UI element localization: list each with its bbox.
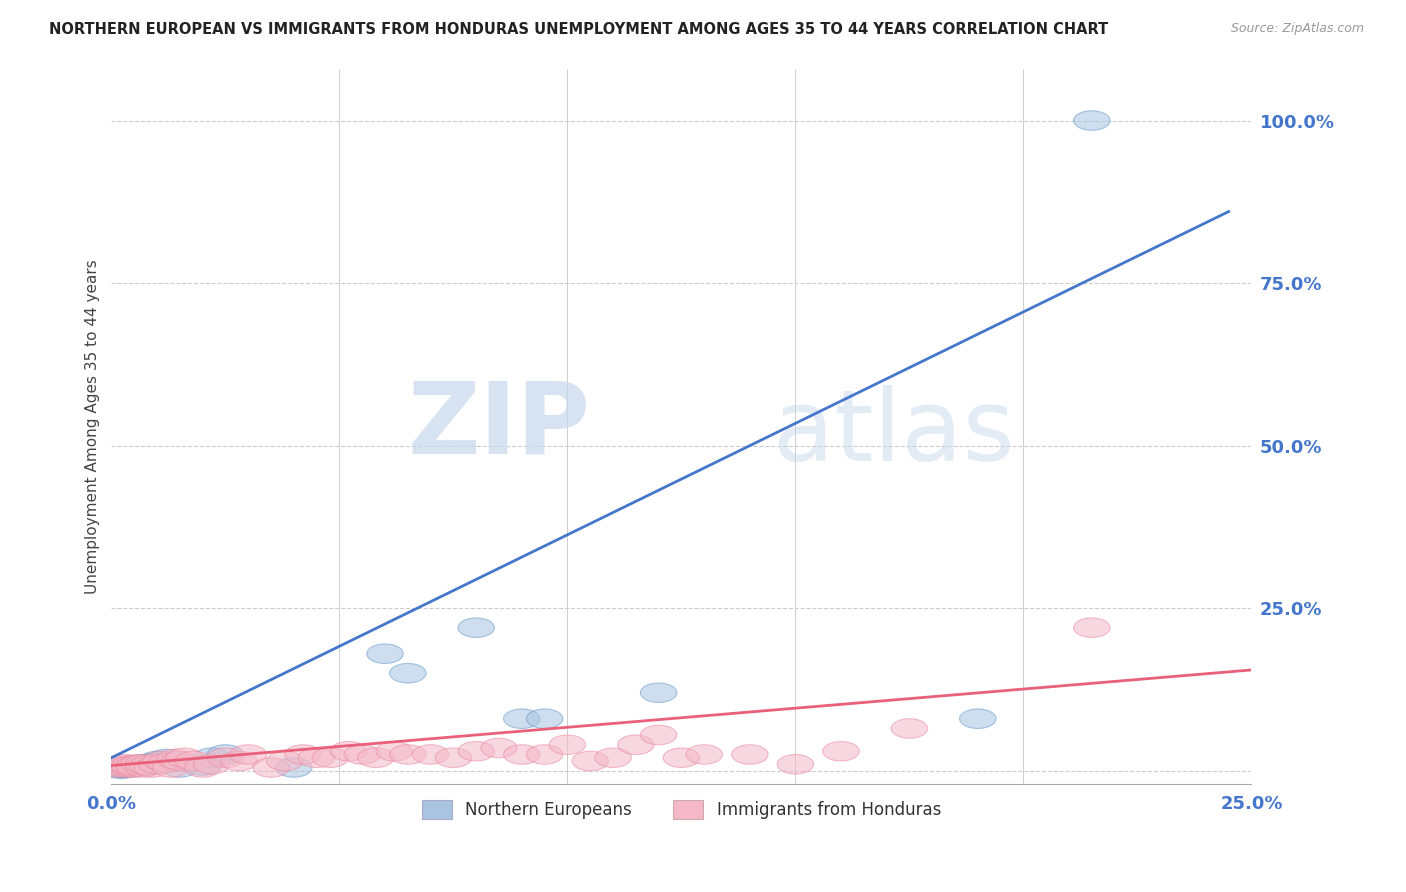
Ellipse shape — [134, 757, 170, 777]
Ellipse shape — [253, 757, 290, 777]
Ellipse shape — [125, 755, 162, 774]
Ellipse shape — [412, 745, 449, 764]
Ellipse shape — [129, 756, 166, 775]
Ellipse shape — [640, 683, 676, 703]
Ellipse shape — [221, 751, 257, 771]
Ellipse shape — [115, 756, 152, 775]
Ellipse shape — [107, 755, 143, 774]
Ellipse shape — [550, 735, 586, 755]
Text: ZIP: ZIP — [408, 377, 591, 475]
Ellipse shape — [731, 745, 768, 764]
Ellipse shape — [143, 751, 180, 771]
Ellipse shape — [157, 749, 194, 769]
Ellipse shape — [572, 751, 609, 771]
Ellipse shape — [139, 755, 176, 774]
Legend: Northern Europeans, Immigrants from Honduras: Northern Europeans, Immigrants from Hond… — [415, 793, 948, 825]
Ellipse shape — [458, 741, 495, 761]
Ellipse shape — [526, 709, 562, 729]
Ellipse shape — [107, 757, 143, 777]
Ellipse shape — [298, 748, 335, 767]
Ellipse shape — [129, 756, 166, 775]
Ellipse shape — [111, 757, 148, 777]
Ellipse shape — [152, 757, 188, 777]
Ellipse shape — [276, 757, 312, 777]
Ellipse shape — [207, 745, 243, 764]
Ellipse shape — [686, 745, 723, 764]
Ellipse shape — [344, 745, 381, 764]
Ellipse shape — [664, 748, 700, 767]
Ellipse shape — [139, 751, 176, 771]
Ellipse shape — [481, 739, 517, 757]
Ellipse shape — [148, 753, 184, 772]
Ellipse shape — [125, 755, 162, 774]
Ellipse shape — [595, 748, 631, 767]
Ellipse shape — [778, 755, 814, 774]
Y-axis label: Unemployment Among Ages 35 to 44 years: Unemployment Among Ages 35 to 44 years — [86, 259, 100, 593]
Ellipse shape — [98, 757, 134, 777]
Ellipse shape — [458, 618, 495, 638]
Ellipse shape — [111, 757, 148, 777]
Ellipse shape — [134, 753, 170, 772]
Ellipse shape — [98, 757, 134, 777]
Ellipse shape — [121, 756, 157, 776]
Ellipse shape — [231, 745, 267, 764]
Ellipse shape — [103, 759, 139, 779]
Ellipse shape — [312, 748, 349, 767]
Ellipse shape — [284, 745, 321, 764]
Ellipse shape — [375, 741, 412, 761]
Ellipse shape — [184, 756, 221, 775]
Ellipse shape — [162, 757, 198, 777]
Ellipse shape — [207, 748, 243, 767]
Ellipse shape — [357, 748, 394, 767]
Ellipse shape — [194, 755, 231, 774]
Ellipse shape — [115, 756, 152, 775]
Ellipse shape — [436, 748, 471, 767]
Ellipse shape — [640, 725, 676, 745]
Text: Source: ZipAtlas.com: Source: ZipAtlas.com — [1230, 22, 1364, 36]
Ellipse shape — [617, 735, 654, 755]
Ellipse shape — [503, 709, 540, 729]
Ellipse shape — [389, 664, 426, 683]
Ellipse shape — [367, 644, 404, 664]
Ellipse shape — [103, 756, 139, 775]
Ellipse shape — [823, 741, 859, 761]
Ellipse shape — [111, 756, 148, 775]
Ellipse shape — [891, 719, 928, 739]
Ellipse shape — [526, 745, 562, 764]
Ellipse shape — [267, 751, 302, 771]
Ellipse shape — [503, 745, 540, 764]
Ellipse shape — [148, 749, 184, 769]
Ellipse shape — [115, 757, 152, 777]
Ellipse shape — [107, 758, 143, 778]
Ellipse shape — [1074, 111, 1111, 130]
Text: atlas: atlas — [773, 384, 1014, 482]
Ellipse shape — [121, 755, 157, 774]
Ellipse shape — [162, 751, 198, 771]
Ellipse shape — [330, 741, 367, 761]
Ellipse shape — [959, 709, 995, 729]
Ellipse shape — [194, 748, 231, 767]
Ellipse shape — [176, 751, 212, 771]
Ellipse shape — [125, 757, 162, 777]
Text: NORTHERN EUROPEAN VS IMMIGRANTS FROM HONDURAS UNEMPLOYMENT AMONG AGES 35 TO 44 Y: NORTHERN EUROPEAN VS IMMIGRANTS FROM HON… — [49, 22, 1108, 37]
Ellipse shape — [1074, 618, 1111, 638]
Ellipse shape — [166, 748, 202, 767]
Ellipse shape — [389, 745, 426, 764]
Ellipse shape — [184, 757, 221, 777]
